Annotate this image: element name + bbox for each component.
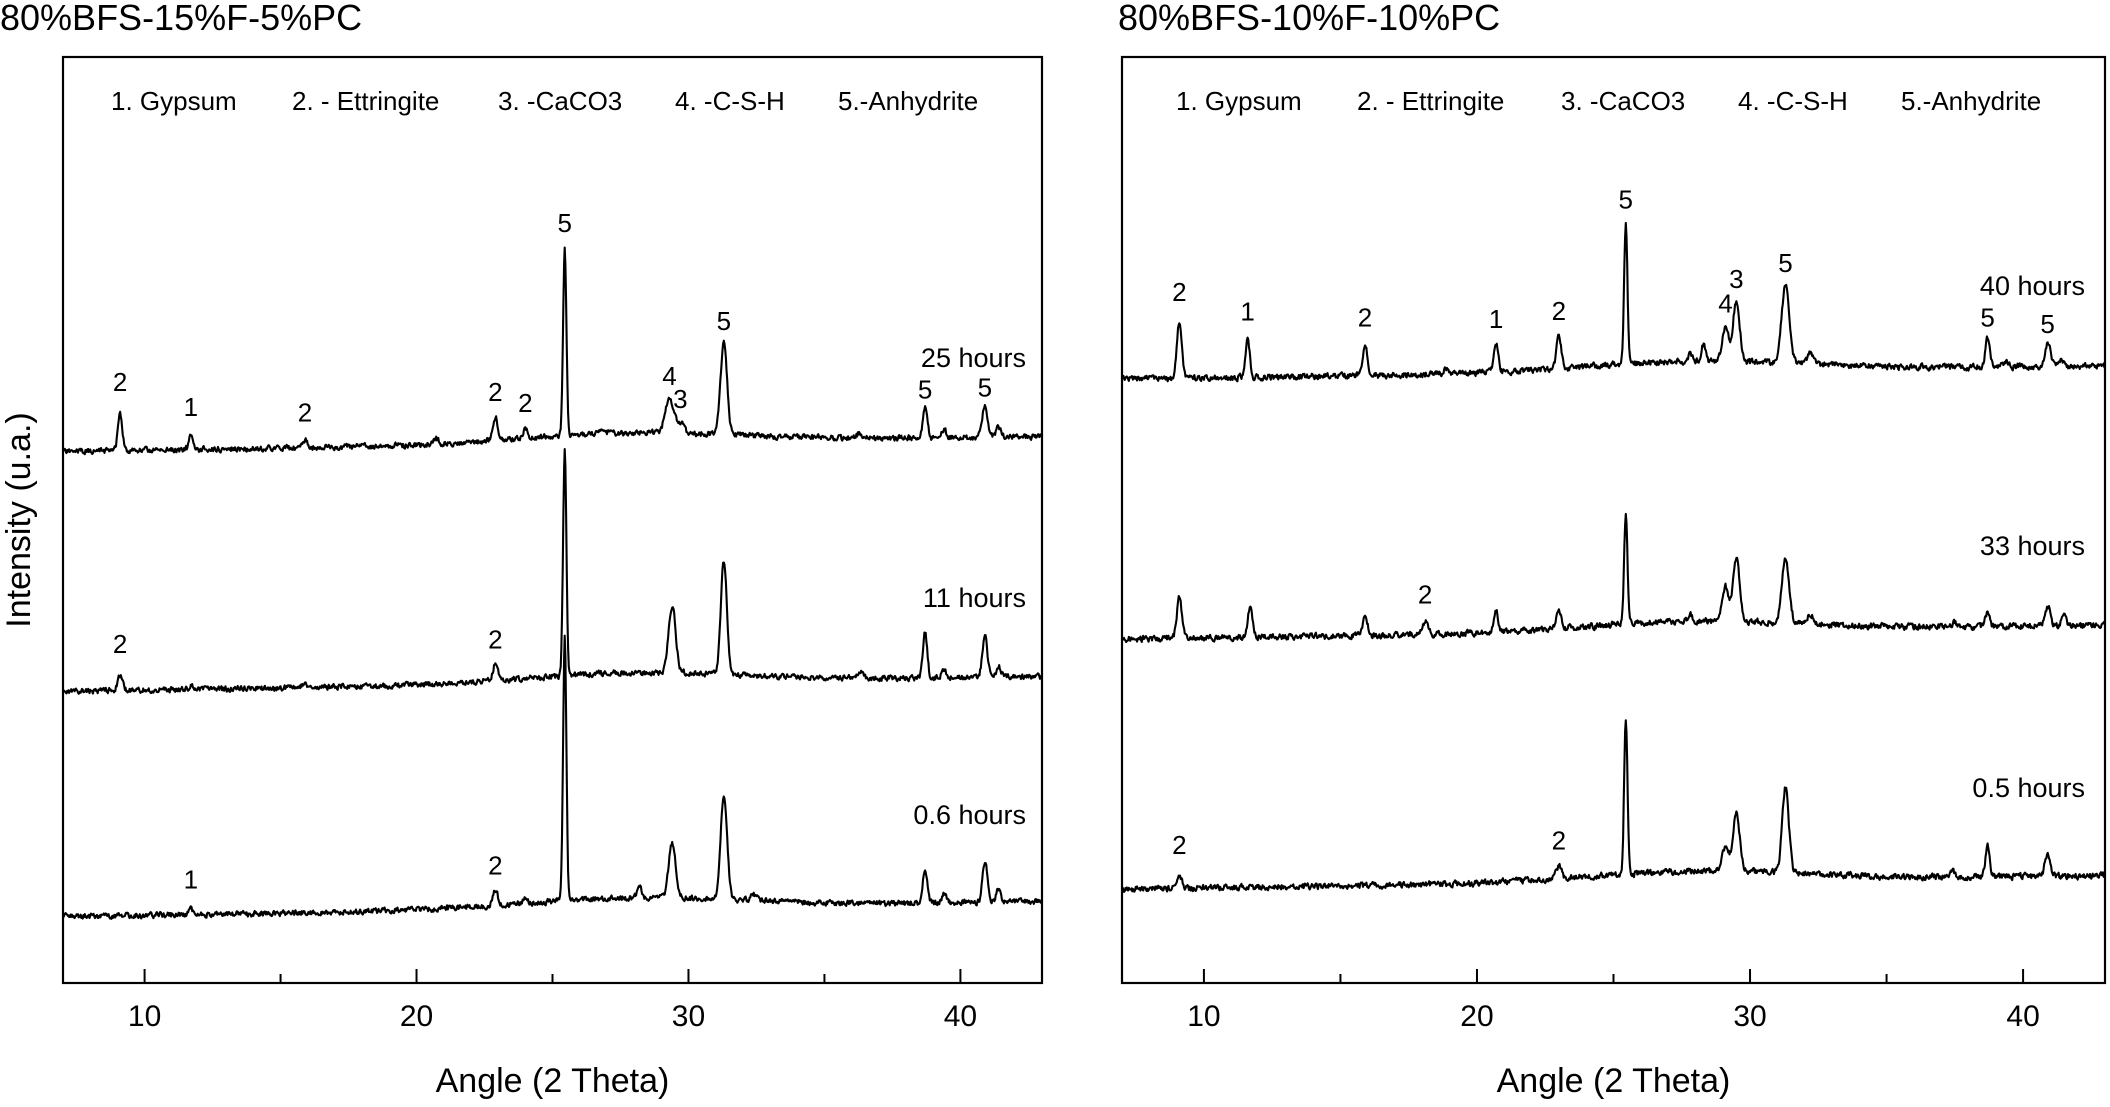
- peak-label: 4: [662, 361, 676, 391]
- panel-title: 80%BFS-15%F-5%PC: [0, 0, 362, 38]
- plot-frame: [1120, 55, 2107, 985]
- legend-entry: 5.-Anhydrite: [838, 86, 978, 116]
- peak-label: 1: [184, 392, 198, 422]
- peak-label: 2: [1358, 303, 1372, 333]
- peak-label: 1: [184, 865, 198, 895]
- y-axis-title: Intensity (u.a.): [0, 412, 38, 627]
- peak-label: 2: [1172, 830, 1186, 860]
- legend-entry: 2. - Ettringite: [1357, 86, 1504, 116]
- x-tick-label: 10: [128, 1000, 161, 1033]
- x-tick-label: 40: [2006, 1000, 2039, 1033]
- x-axis-title: Angle (2 Theta): [1497, 1062, 1731, 1100]
- legend-entry: 4. -C-S-H: [675, 86, 785, 116]
- peak-label: 2: [1172, 277, 1186, 307]
- x-axis-title: Angle (2 Theta): [436, 1062, 670, 1100]
- xrd-chart-right: 80%BFS-10%F-10%PC 1. Gypsum 2. - Ettringit…: [1118, 0, 2107, 1100]
- peak-label: 2: [488, 624, 502, 654]
- peak-label: 5: [1619, 184, 1633, 214]
- peak-label: 5: [1778, 248, 1792, 278]
- peak-label: 2: [298, 397, 312, 427]
- peak-label: 2: [518, 388, 532, 418]
- trace-time-label: 25 hours: [921, 343, 1026, 373]
- xrd-trace: [62, 246, 1043, 456]
- legend-entry: 3. -CaCO3: [1561, 86, 1685, 116]
- trace-time-label: 11 hours: [923, 583, 1026, 613]
- x-tick-label: 20: [400, 1000, 433, 1033]
- x-tick-label: 10: [1187, 1000, 1220, 1033]
- legend-entry: 1. Gypsum: [1176, 86, 1302, 116]
- peak-label: 3: [1729, 264, 1743, 294]
- xrd-trace: [1121, 512, 2107, 644]
- x-tick-label: 20: [1460, 1000, 1493, 1033]
- xrd-panel-right: 80%BFS-10%F-10%PC 1. Gypsum 2. - Ettringit…: [1055, 0, 2110, 1107]
- peak-label: 2: [113, 629, 127, 659]
- trace-time-label: 0.5 hours: [1972, 773, 2085, 803]
- legend-entry: 2. - Ettringite: [292, 86, 439, 116]
- peak-label: 5: [1980, 302, 1994, 332]
- x-tick-label: 30: [672, 1000, 705, 1033]
- peak-label: 2: [113, 367, 127, 397]
- xrd-panel-left: 80%BFS-15%F-5%PC 1. Gypsum 2. - Ettringite…: [0, 0, 1044, 1100]
- xrd-trace: [62, 634, 1043, 920]
- trace-time-label: 33 hours: [1980, 531, 2085, 561]
- trace-time-label: 0.6 hours: [913, 800, 1026, 830]
- peak-label: 2: [1552, 825, 1566, 855]
- peak-label: 2: [1552, 296, 1566, 326]
- peak-label: 5: [558, 208, 572, 238]
- peak-label: 3: [673, 384, 687, 414]
- trace-time-label: 40 hours: [1980, 271, 2085, 301]
- panel-title: 80%BFS-10%F-10%PC: [1118, 0, 1500, 38]
- legend-entry: 1. Gypsum: [111, 86, 237, 116]
- peak-label: 2: [488, 850, 502, 880]
- peak-label: 2: [1418, 580, 1432, 610]
- xrd-chart-left: 80%BFS-15%F-5%PC 1. Gypsum 2. - Ettringite…: [0, 0, 1044, 1100]
- plot-frame: [61, 55, 1044, 985]
- peak-label: 5: [918, 374, 932, 404]
- xrd-trace: [1121, 719, 2106, 893]
- legend-entry: 3. -CaCO3: [498, 86, 622, 116]
- x-tick-label: 30: [1733, 1000, 1766, 1033]
- x-tick-label: 40: [944, 1000, 977, 1033]
- xrd-trace: [62, 448, 1043, 695]
- peak-label: 1: [1240, 296, 1254, 326]
- xrd-trace: [1121, 221, 2106, 383]
- peak-label: 1: [1489, 304, 1503, 334]
- peak-label: 5: [978, 373, 992, 403]
- peak-label: 5: [717, 306, 731, 336]
- legend-entry: 5.-Anhydrite: [1901, 86, 2041, 116]
- peak-label: 5: [2040, 309, 2054, 339]
- peak-label: 4: [1718, 289, 1732, 319]
- peak-label: 2: [488, 377, 502, 407]
- legend-entry: 4. -C-S-H: [1738, 86, 1848, 116]
